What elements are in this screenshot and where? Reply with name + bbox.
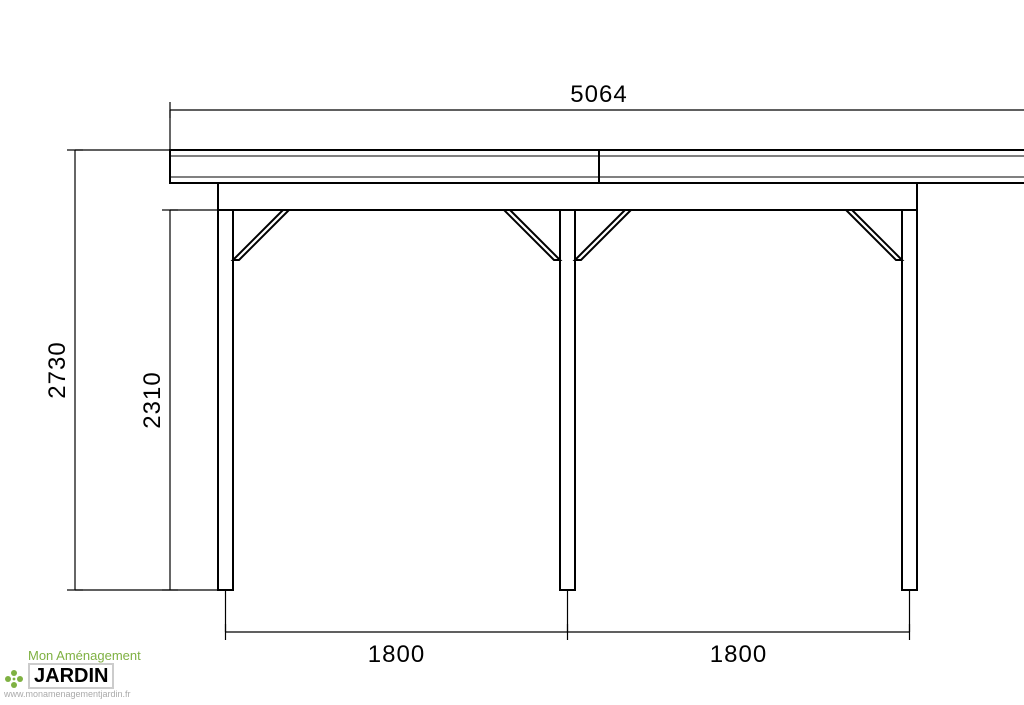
dim-total-height: 2730 (44, 341, 71, 398)
logo-url: www.monamenagementjardin.fr (4, 689, 141, 699)
dim-clear-height: 2310 (139, 371, 166, 428)
brand-logo: Mon Aménagement JARDIN www.monamenagemen… (4, 648, 141, 699)
logo-main: JARDIN (28, 663, 114, 689)
dim-total-width: 5064 (570, 81, 627, 108)
dim-bay-right: 1800 (710, 641, 767, 668)
logo-topline: Mon Aménagement (28, 648, 141, 663)
elevation-drawing: 5064 2730 2310 1800 1800 (0, 0, 1024, 705)
flower-icon (4, 669, 24, 689)
dim-bay-left: 1800 (368, 641, 425, 668)
